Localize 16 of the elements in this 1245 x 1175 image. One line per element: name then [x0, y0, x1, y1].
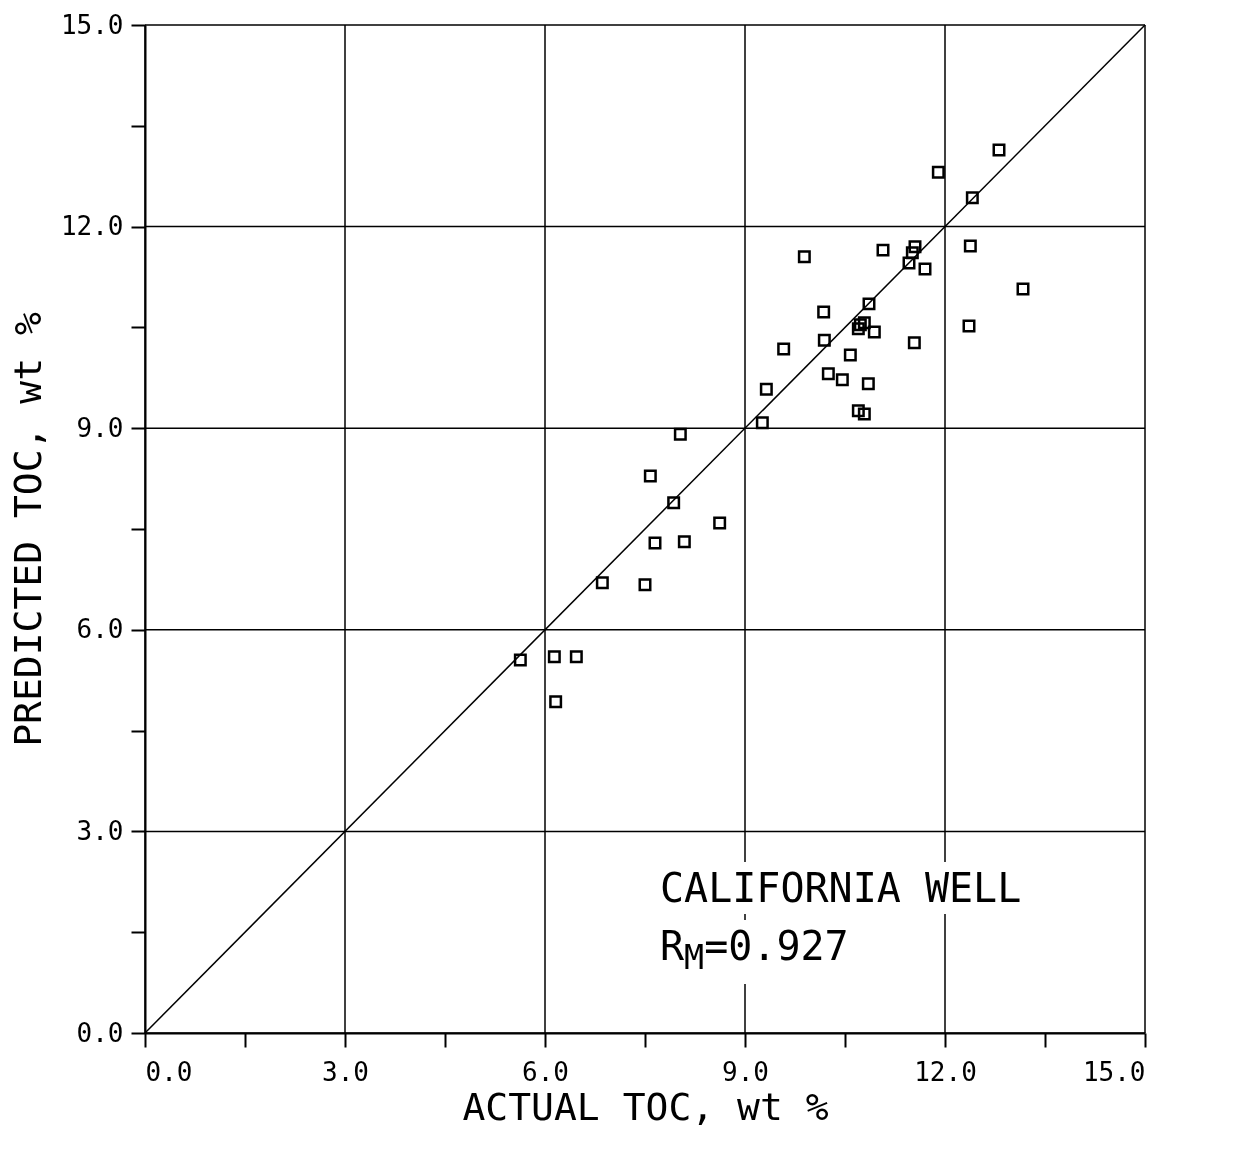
x-tick-label: 12.0 — [914, 1056, 977, 1087]
x-tick-label: 0.0 — [145, 1056, 193, 1087]
y-tick-label: 15.0 — [60, 9, 124, 40]
x-axis-title: ACTUAL TOC, wt % — [462, 1084, 829, 1129]
y-tick-label: 0.0 — [76, 1017, 124, 1048]
y-axis-title: PREDICTED TOC, wt % — [5, 312, 50, 747]
x-tick-label: 3.0 — [322, 1056, 369, 1087]
annotation: CALIFORNIA WELL — [660, 862, 1022, 914]
x-tick-label: 15.0 — [1082, 1056, 1146, 1087]
annotation: R$_{M}$=0.927 — [660, 920, 849, 984]
y-tick-label: 9.0 — [76, 412, 124, 443]
y-tick-label: 6.0 — [76, 614, 124, 645]
y-tick-label: 3.0 — [76, 815, 124, 846]
y-tick-label: 12.0 — [60, 211, 124, 242]
x-tick-label: 9.0 — [722, 1056, 769, 1087]
x-tick-label: 6.0 — [522, 1056, 569, 1087]
